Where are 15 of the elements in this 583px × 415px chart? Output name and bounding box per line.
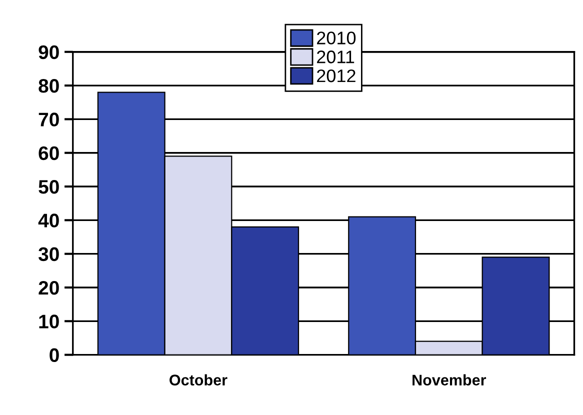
y-tick-label: 20 <box>38 280 59 295</box>
legend-label: 2011 <box>317 50 354 64</box>
y-tick-label: 30 <box>38 247 59 262</box>
legend-label: 2012 <box>317 69 356 82</box>
y-tick-label: 10 <box>39 314 59 328</box>
legend-label: 2010 <box>317 32 356 44</box>
y-tick-label: 90 <box>38 45 59 60</box>
y-tick-label: 0 <box>50 348 59 362</box>
y-tick-label: 70 <box>38 112 59 126</box>
y-tick-label: 40 <box>38 214 59 228</box>
x-tick-label: November <box>412 374 486 386</box>
y-tick-label: 80 <box>38 79 59 93</box>
y-tick-label: 60 <box>38 146 59 160</box>
y-tick-label: 50 <box>38 180 59 194</box>
x-tick-label: October <box>170 374 228 386</box>
